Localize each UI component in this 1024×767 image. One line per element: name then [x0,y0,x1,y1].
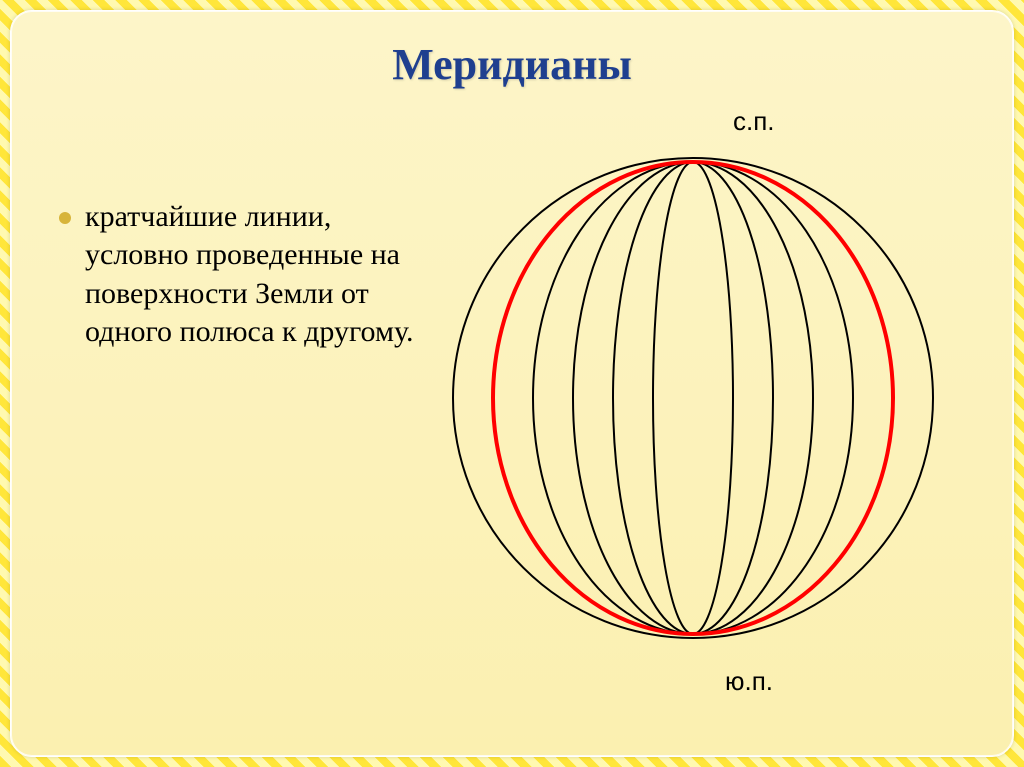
globe-outline [453,158,933,638]
bullet-text: кратчайшие линии, условно проведенные на… [85,198,421,352]
meridian-line [613,162,773,634]
meridian-line [573,162,813,634]
south-pole-label: ю.п. [725,666,773,696]
meridian-line [493,162,893,634]
meridian-line [653,162,733,634]
bullet-marker-icon [59,212,71,224]
content-row: кратчайшие линии, условно проведенные на… [59,108,965,717]
slide-panel: Меридианы кратчайшие линии, условно пров… [10,10,1014,757]
diagram-column: с.п. ю.п. [421,108,965,717]
north-pole-label: с.п. [733,106,775,136]
meridian-line [533,162,853,634]
slide-frame: Меридианы кратчайшие линии, условно пров… [0,0,1024,767]
slide-title: Меридианы [59,39,965,90]
globe-diagram: с.п. ю.п. [433,88,953,708]
text-column: кратчайшие линии, условно проведенные на… [59,108,421,352]
bullet-item: кратчайшие линии, условно проведенные на… [59,198,421,352]
meridian-highlighted [493,162,893,634]
